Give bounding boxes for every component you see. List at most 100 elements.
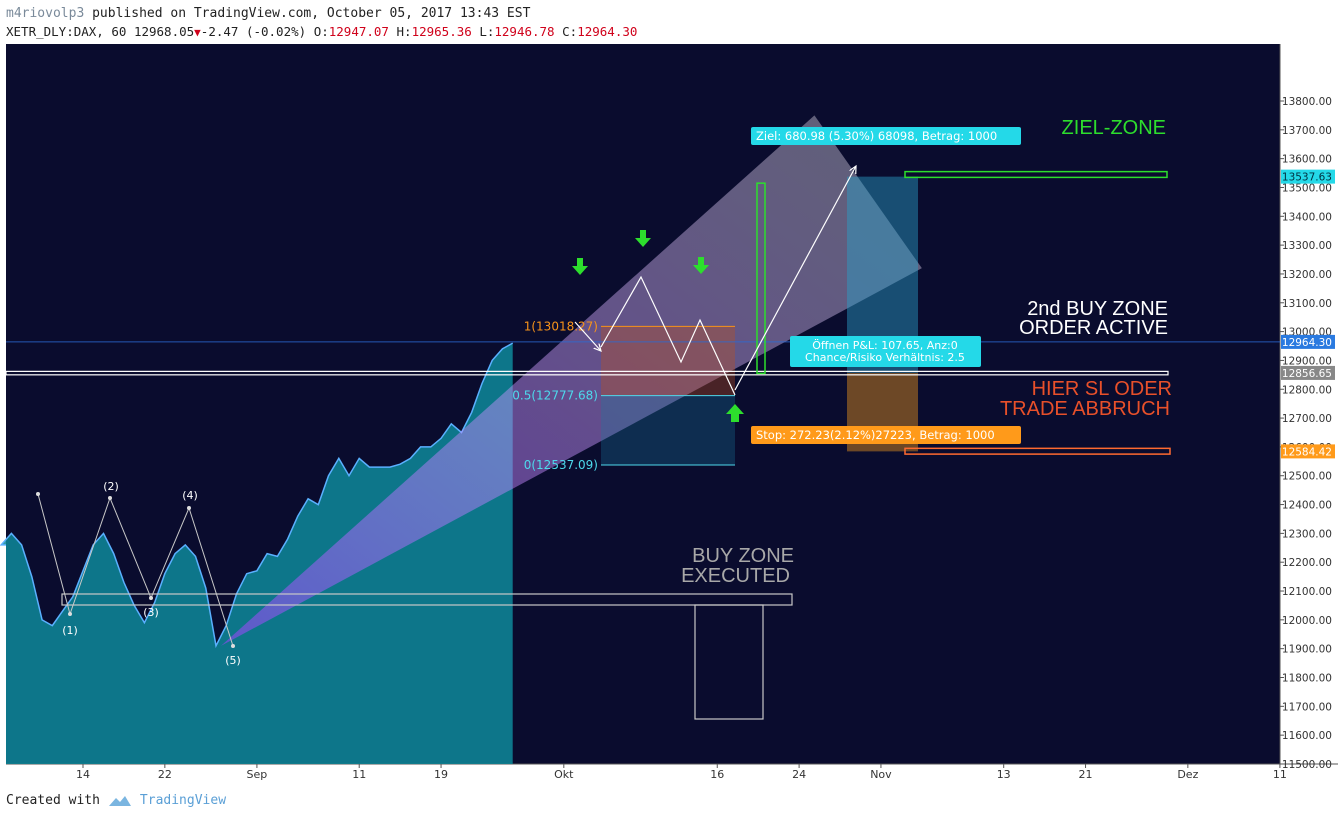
- ziel-zone-text: ZIEL-ZONE: [1062, 117, 1166, 139]
- time-tick-label: 11: [352, 768, 366, 781]
- buy-zone-2-text: 2nd BUY ZONE: [1027, 298, 1168, 320]
- time-tick-label: 19: [434, 768, 448, 781]
- footer: Created with TradingView: [6, 793, 226, 808]
- time-tick-label: 22: [158, 768, 172, 781]
- price-area-fill: [1, 343, 513, 764]
- publish-header: m4riovolp3 published on TradingView.com,…: [6, 6, 530, 21]
- price-tick-label: 13400.00: [1282, 211, 1332, 223]
- price-tick-label: 11800.00: [1282, 673, 1332, 685]
- price-badge-text: 12964.30: [1282, 337, 1332, 349]
- time-tick-label: 21: [1079, 768, 1093, 781]
- author-name[interactable]: m4riovolp3: [6, 6, 85, 21]
- fib-level-label: 0.5(12777.68): [512, 389, 598, 403]
- price-line: [0, 342, 514, 649]
- fib-level-label: 1(13018.27): [524, 319, 598, 333]
- created-with-text: Created with: [6, 793, 100, 808]
- time-tick-label: Okt: [554, 768, 574, 781]
- green-up-arrow-icon: [726, 404, 744, 422]
- price-tick-label: 11900.00: [1282, 644, 1332, 656]
- price-tick-label: 13700.00: [1282, 125, 1332, 137]
- target-label-box: [751, 127, 1021, 145]
- close-value: 12964.30: [577, 24, 638, 39]
- price-tick-label: 13600.00: [1282, 154, 1332, 166]
- wave-label: (4): [182, 489, 198, 502]
- close-label: C:: [562, 24, 578, 39]
- risk-reward-text: Chance/Risiko Verhältnis: 2.5: [805, 351, 965, 364]
- last-price: 12968.05: [133, 24, 195, 39]
- time-tick-label: 14: [76, 768, 90, 781]
- price-badge: [1281, 444, 1335, 459]
- buy-zone-executed-stem: [694, 604, 764, 720]
- time-tick-label: Dez: [1177, 768, 1198, 781]
- price-badge-text: 12584.42: [1282, 446, 1332, 458]
- price-badge-text: 13537.63: [1282, 172, 1332, 184]
- price-tick-label: 13300.00: [1282, 240, 1332, 252]
- fib-upper-zone: [601, 326, 735, 396]
- price-tick-label: 12800.00: [1282, 384, 1332, 396]
- wave-label: (5): [225, 654, 241, 667]
- price-badge: [1281, 365, 1335, 380]
- wave-label: (2): [103, 480, 119, 493]
- price-tick-label: 12500.00: [1282, 471, 1332, 483]
- wave-point: [36, 492, 40, 496]
- wave-point: [149, 596, 153, 600]
- price-tick-label: 12900.00: [1282, 355, 1332, 367]
- price-axis-panel: [1280, 44, 1338, 764]
- buy-zone-2-line: [5, 370, 1169, 376]
- fib-lower-zone: [601, 395, 735, 466]
- price-badge: [1281, 169, 1335, 184]
- price-tick-label: 12700.00: [1282, 413, 1332, 425]
- target-arrow: [734, 166, 856, 391]
- down-arrow-icon: ▼: [194, 26, 201, 39]
- open-value: 12947.07: [328, 24, 389, 39]
- wave-point: [187, 506, 191, 510]
- breakout-bar: [756, 182, 766, 375]
- price-tick-label: 13200.00: [1282, 269, 1332, 281]
- trend-fan: [221, 115, 922, 646]
- symbol-label: XETR_DLY:DAX, 60: [6, 24, 127, 39]
- open-label: O:: [313, 24, 329, 39]
- wave-point: [108, 496, 112, 500]
- time-tick-label: 16: [710, 768, 724, 781]
- price-tick-label: 13100.00: [1282, 298, 1332, 310]
- ohlc-header: XETR_DLY:DAX, 60 12968.05▼-2.47 (-0.02%)…: [6, 24, 637, 39]
- price-tick-label: 11700.00: [1282, 701, 1332, 713]
- time-tick-label: 13: [997, 768, 1011, 781]
- sl-zone-box: [904, 447, 1171, 455]
- wave-label: (3): [143, 606, 159, 619]
- low-value: 12946.78: [494, 24, 555, 39]
- stop-label-box: [751, 426, 1021, 444]
- green-down-arrow-icon: [693, 257, 709, 274]
- fib-level-label: 0(12537.09): [524, 458, 598, 472]
- price-tick-label: 12400.00: [1282, 500, 1332, 512]
- projection-arrow: [574, 321, 601, 351]
- price-badge-text: 12856.65: [1282, 368, 1332, 380]
- buy-zone-executed-text: BUY ZONE: [692, 545, 794, 567]
- time-tick-label: 24: [792, 768, 806, 781]
- price-change: -2.47 (-0.02%): [200, 24, 307, 39]
- executed-text: EXECUTED: [681, 565, 790, 587]
- wave-point: [231, 644, 235, 648]
- pnl-text: Öffnen P&L: 107.65, Anz:0: [812, 339, 957, 352]
- price-tick-label: 12300.00: [1282, 528, 1332, 540]
- target-label-text: Ziel: 680.98 (5.30%) 68098, Betrag: 1000: [756, 129, 997, 143]
- sl-text: HIER SL ODER: [1032, 378, 1172, 400]
- green-down-arrow-icon: [572, 258, 588, 275]
- pnl-label-box: [790, 336, 981, 367]
- tradingview-brand[interactable]: TradingView: [139, 793, 227, 808]
- price-tick-label: 11600.00: [1282, 730, 1332, 742]
- high-value: 12965.36: [411, 24, 472, 39]
- price-tick-label: 12000.00: [1282, 615, 1332, 627]
- price-tick-label: 13800.00: [1282, 96, 1332, 108]
- price-badge: [1281, 334, 1335, 349]
- stop-label-text: Stop: 272.23(2.12%)27223, Betrag: 1000: [756, 428, 995, 442]
- price-tick-label: 12200.00: [1282, 557, 1332, 569]
- green-down-arrow-icon: [635, 230, 651, 247]
- wave-point: [68, 612, 72, 616]
- time-tick-label: Sep: [247, 768, 268, 781]
- stop-label: Stop: 272.23(2.12%)27223, Betrag: 1000: [751, 426, 1021, 444]
- published-text: published on TradingView.com, October 05…: [84, 6, 531, 21]
- price-tick-label: 11500.00: [1282, 759, 1332, 771]
